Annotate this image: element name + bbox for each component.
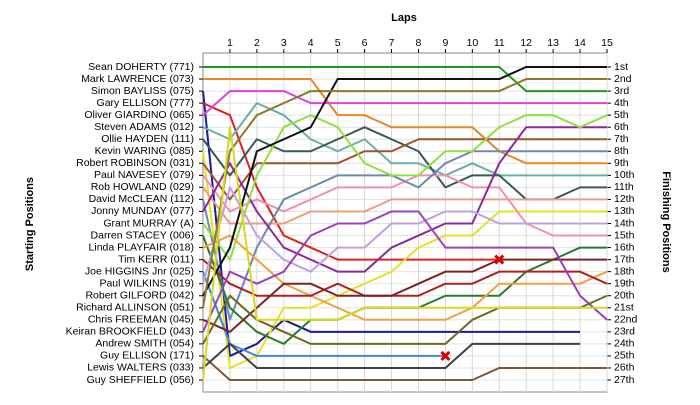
finish-label: 10th <box>614 169 635 181</box>
y-axis-title-right: Finishing Positions <box>660 171 672 272</box>
x-tick-label: 11 <box>494 37 505 49</box>
driver-line <box>202 258 607 333</box>
finish-label: 16th <box>614 241 635 253</box>
x-tick-label: 6 <box>362 37 368 49</box>
start-label: Steven ADAMS (012) <box>94 121 194 133</box>
finish-label: 6th <box>614 121 629 133</box>
start-label: Ollie HAYDEN (111) <box>101 133 194 145</box>
finish-label: 15th <box>614 229 635 241</box>
finish-label: 26th <box>614 362 635 374</box>
start-label: David McCLEAN (112) <box>89 193 194 205</box>
driver-line <box>202 114 608 261</box>
x-tick-label: 14 <box>574 37 586 49</box>
x-tick-label: 15 <box>601 37 613 49</box>
driver-line <box>203 78 607 165</box>
driver-line <box>202 150 607 321</box>
driver-line <box>203 66 607 93</box>
start-label: Paul WILKINS (019) <box>99 277 194 289</box>
x-tick-label: 10 <box>466 37 478 49</box>
x-tick-label: 5 <box>335 37 341 49</box>
finish-label: 4th <box>614 97 629 109</box>
start-label: Gary ELLISON (777) <box>97 97 194 109</box>
start-label: Guy ELLISON (171) <box>100 350 194 362</box>
driver-line <box>202 355 607 381</box>
finish-label: 17th <box>614 253 635 265</box>
finish-label: 21st <box>614 302 634 314</box>
chart-title: Laps <box>391 12 417 24</box>
x-tick-label: 8 <box>416 37 422 49</box>
start-label: Richard ALLINSON (051) <box>76 302 194 314</box>
x-tick-label: 1 <box>227 37 233 49</box>
start-label: Joe HIGGINS Jnr (025) <box>85 265 194 277</box>
driver-line <box>202 234 608 321</box>
start-label: Chris FREEMAN (045) <box>88 314 194 326</box>
x-tick-label: 13 <box>547 37 559 49</box>
driver-line <box>202 138 607 201</box>
finish-label: 5th <box>614 109 629 121</box>
start-label: Robert GILFORD (042) <box>85 290 194 302</box>
x-tick-label: 12 <box>520 37 532 49</box>
start-label: Darren STACEY (006) <box>91 229 194 241</box>
driver-line <box>202 186 607 284</box>
start-label: Rob HOWLAND (029) <box>91 181 194 193</box>
retired-marker <box>440 350 451 361</box>
finish-label: 9th <box>614 157 629 169</box>
finish-label: 20th <box>614 290 635 302</box>
start-label: Keiran BROOKFIELD (043) <box>66 326 194 338</box>
x-tick-label: 7 <box>389 37 395 49</box>
finish-label: 3rd <box>614 85 629 97</box>
driver-line <box>202 126 607 381</box>
start-label: Andrew SMITH (054) <box>95 338 194 350</box>
finish-label: 1st <box>614 61 628 73</box>
start-label: Sean DOHERTY (771) <box>88 61 194 73</box>
retired-marker <box>494 254 505 265</box>
driver-line <box>202 210 608 333</box>
y-axis-title-left: Starting Positions <box>24 177 36 271</box>
driver-line <box>202 102 500 261</box>
start-label: Paul NAVESEY (079) <box>94 169 194 181</box>
x-tick-label: 2 <box>254 37 260 49</box>
driver-line <box>202 271 446 357</box>
start-label: Jonny MUNDAY (077) <box>91 205 194 217</box>
finish-label: 24th <box>614 338 635 350</box>
start-label: Lewis WALTERS (033) <box>87 362 194 374</box>
x-tick-label: 9 <box>442 37 448 49</box>
driver-line <box>202 66 607 297</box>
finish-label: 23rd <box>614 326 635 338</box>
driver-line <box>202 342 581 369</box>
finish-label: 27th <box>614 374 635 386</box>
finish-label: 11th <box>614 181 634 193</box>
finish-label: 13th <box>614 205 635 217</box>
driver-line <box>202 78 607 308</box>
start-label: Grant MURRAY (A) <box>103 217 194 229</box>
start-label: Kevin WARING (085) <box>95 145 194 157</box>
finish-label: 8th <box>614 145 629 157</box>
start-label: Robert ROBINSON (031) <box>76 157 194 169</box>
finish-label: 25th <box>614 350 635 362</box>
finish-label: 22nd <box>614 314 638 326</box>
finish-label: 12th <box>614 193 635 205</box>
finish-label: 2nd <box>614 73 632 85</box>
finish-label: 7th <box>614 133 629 145</box>
x-tick-label: 4 <box>308 37 314 49</box>
finish-label: 14th <box>614 217 635 229</box>
start-label: Oliver GIARDINO (065) <box>84 109 194 121</box>
start-label: Simon BAYLISS (075) <box>91 85 194 97</box>
driver-line <box>202 151 607 369</box>
start-label: Guy SHEFFIELD (056) <box>87 374 194 386</box>
x-tick-label: 3 <box>281 37 287 49</box>
start-label: Tim KERR (011) <box>118 253 194 265</box>
finish-label: 19th <box>614 277 635 289</box>
driver-line <box>202 126 607 273</box>
start-label: Linda PLAYFAIR (018) <box>89 241 194 253</box>
driver-line <box>202 90 607 116</box>
start-label: Mark LAWRENCE (073) <box>81 73 194 85</box>
finish-label: 18th <box>614 265 635 277</box>
